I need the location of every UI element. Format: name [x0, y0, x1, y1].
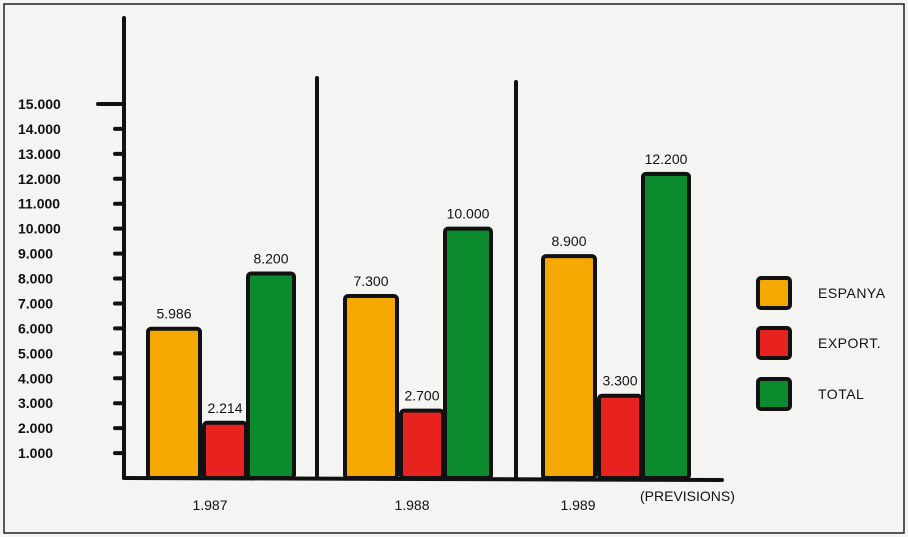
legend-label: EXPORT.	[818, 335, 881, 351]
bar-espanya-0	[146, 326, 202, 480]
data-label: 2.700	[404, 388, 439, 404]
data-label: 8.900	[551, 233, 586, 249]
y-tick-label: 5.000	[18, 345, 53, 361]
data-label: 10.000	[447, 206, 490, 222]
data-label: 2.214	[207, 400, 242, 416]
bar-total-1	[443, 226, 493, 480]
y-tick-label: 15.000	[18, 96, 61, 112]
bar-export-2	[597, 393, 643, 480]
legend-label: TOTAL	[818, 386, 864, 402]
legend-swatch	[756, 377, 792, 411]
legend-swatch	[756, 276, 792, 310]
y-tick-label: 14.000	[18, 121, 61, 137]
bar-export-0	[202, 420, 248, 481]
y-tick-label: 9.000	[18, 246, 53, 262]
y-tick-label: 8.000	[18, 271, 53, 287]
y-tick-label: 12.000	[18, 171, 61, 187]
y-tick-label: 13.000	[18, 146, 61, 162]
data-label: 7.300	[353, 273, 388, 289]
y-tick-label: 6.000	[18, 320, 53, 336]
legend-swatch	[756, 326, 792, 360]
y-tick-label: 4.000	[18, 370, 53, 386]
data-label: 12.200	[645, 151, 688, 167]
y-tick-label: 2.000	[18, 420, 53, 436]
legend-label: ESPANYA	[818, 285, 886, 301]
bar-export-1	[399, 408, 445, 480]
y-tick-label: 11.000	[18, 196, 60, 212]
data-label: 3.300	[602, 373, 637, 389]
bar-total-0	[246, 271, 296, 480]
category-label: 1.987	[192, 497, 227, 513]
bar-espanya-2	[541, 254, 597, 480]
y-tick-label: 1.000	[18, 445, 53, 461]
category-label: 1.988	[394, 497, 429, 513]
y-tick-label: 10.000	[18, 221, 61, 237]
category-note: (PREVISIONS)	[640, 488, 735, 504]
bar-espanya-1	[343, 293, 399, 480]
category-label: 1.989	[560, 497, 595, 513]
y-tick-label: 7.000	[18, 295, 53, 311]
y-tick-label: 3.000	[18, 395, 53, 411]
chart-frame	[3, 3, 905, 534]
data-label: 8.200	[253, 251, 288, 267]
data-label: 5.986	[156, 306, 191, 322]
bar-total-2	[641, 171, 691, 481]
